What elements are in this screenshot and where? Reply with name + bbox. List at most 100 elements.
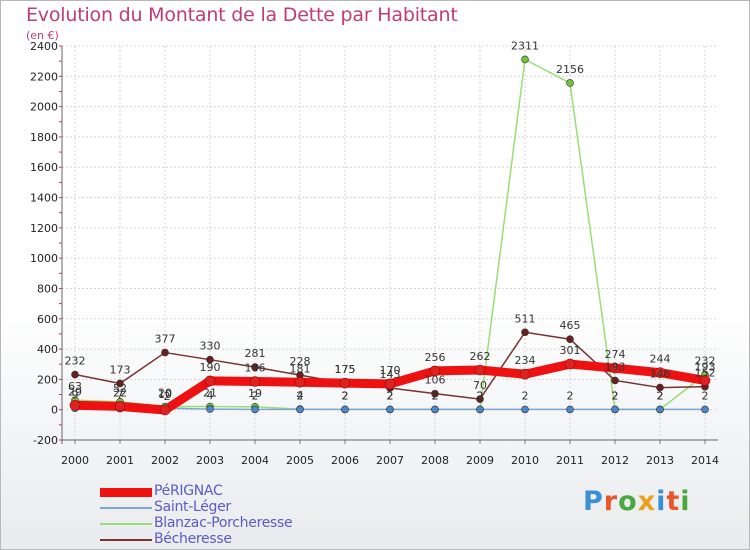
- data-label: 2311: [511, 39, 539, 52]
- legend-swatch: [100, 539, 152, 541]
- data-point: [656, 383, 664, 392]
- data-point: [519, 368, 531, 380]
- data-point: [296, 405, 304, 414]
- data-label: -2: [160, 390, 171, 403]
- data-label: 2156: [556, 63, 584, 76]
- data-label: 256: [425, 351, 446, 364]
- data-label: 2: [432, 389, 439, 402]
- x-tick-label: 2002: [151, 454, 179, 467]
- data-label: 193: [605, 360, 626, 373]
- data-point: [159, 404, 171, 416]
- data-label: 2: [657, 389, 664, 402]
- logo-letter: r: [603, 486, 619, 517]
- data-label: 52: [113, 382, 127, 395]
- data-point: [206, 355, 214, 364]
- x-tick-label: 2013: [646, 454, 674, 467]
- data-point: [429, 365, 441, 377]
- legend-label: Blanzac-Porcheresse: [154, 515, 293, 531]
- data-label: 106: [425, 374, 446, 387]
- data-label: 29: [68, 385, 82, 398]
- data-label: 175: [335, 363, 356, 376]
- data-point: [71, 370, 79, 379]
- data-label: 19: [248, 387, 262, 400]
- data-point: [69, 399, 81, 411]
- data-point: [251, 405, 259, 414]
- data-label: 2: [702, 389, 709, 402]
- data-point: [656, 405, 664, 414]
- data-point: [114, 401, 126, 412]
- data-label: 2: [387, 389, 394, 402]
- data-label: 330: [200, 340, 221, 353]
- data-point: [566, 405, 574, 414]
- data-label: 232: [65, 355, 86, 368]
- data-label: 301: [560, 344, 581, 357]
- legend-swatch: [100, 487, 152, 497]
- data-point: [611, 376, 619, 385]
- data-point: [384, 378, 396, 390]
- x-tick-label: 2003: [196, 454, 224, 467]
- data-label: 181: [290, 362, 311, 375]
- data-point: [611, 405, 619, 414]
- legend-swatch: [100, 507, 152, 509]
- data-point: [161, 348, 169, 357]
- data-label: 186: [245, 362, 266, 375]
- data-label: 20: [158, 387, 172, 400]
- y-tick-label: 1200: [30, 222, 58, 235]
- data-label: 511: [515, 312, 536, 325]
- data-label: 175: [335, 363, 356, 376]
- legend-label: Saint-Léger: [154, 499, 231, 515]
- data-point: [339, 377, 351, 389]
- y-tick-label: 0: [51, 404, 58, 417]
- data-label: 152: [695, 367, 716, 380]
- data-label: 244: [650, 353, 671, 366]
- data-point: [566, 79, 574, 87]
- data-label: 2: [612, 389, 619, 402]
- data-point: [699, 375, 711, 386]
- data-label: 2: [477, 389, 484, 402]
- y-tick-label: 2000: [30, 101, 58, 114]
- data-label: 173: [110, 363, 131, 376]
- x-tick-label: 2007: [376, 454, 404, 467]
- logo-letter: i: [656, 486, 667, 517]
- data-label: 377: [155, 333, 176, 346]
- y-tick-label: 800: [37, 282, 58, 295]
- logo-letter: x: [637, 486, 657, 517]
- data-point: [474, 364, 486, 376]
- data-label: 70: [473, 379, 487, 392]
- data-point: [566, 335, 574, 344]
- data-label: 281: [245, 347, 266, 360]
- data-label: 262: [470, 350, 491, 363]
- data-label: 2: [477, 389, 484, 402]
- y-tick-label: 600: [37, 313, 58, 326]
- x-tick-label: 2011: [556, 454, 584, 467]
- data-label: 2: [297, 389, 304, 402]
- y-tick-label: 200: [37, 373, 58, 386]
- data-label: 22: [113, 386, 127, 399]
- data-label: 21: [203, 387, 217, 400]
- y-tick-label: 1800: [30, 131, 58, 144]
- data-point: [431, 389, 439, 398]
- data-label: 7: [117, 389, 124, 402]
- x-tick-label: 2006: [331, 454, 359, 467]
- data-label: 143: [380, 368, 401, 381]
- x-tick-label: 2014: [691, 454, 719, 467]
- y-tick-label: 400: [37, 343, 58, 356]
- logo-letter: i: [680, 486, 691, 517]
- y-tick-label: 2200: [30, 70, 58, 83]
- x-tick-label: 2005: [286, 454, 314, 467]
- x-tick-label: 2012: [601, 454, 629, 467]
- data-label: 2: [567, 389, 574, 402]
- legend-label: Bécheresse: [154, 531, 232, 547]
- data-label: 2: [612, 389, 619, 402]
- data-label: 2: [252, 389, 259, 402]
- logo-letter: P: [583, 486, 604, 517]
- data-point: [249, 376, 261, 387]
- data-label: 2: [342, 389, 349, 402]
- y-tick-label: 1000: [30, 252, 58, 265]
- proxiti-logo: Proxiti: [583, 486, 691, 517]
- data-point: [206, 405, 214, 413]
- data-label: 170: [380, 364, 401, 377]
- data-label: 193: [695, 360, 716, 373]
- data-label: 465: [560, 319, 581, 332]
